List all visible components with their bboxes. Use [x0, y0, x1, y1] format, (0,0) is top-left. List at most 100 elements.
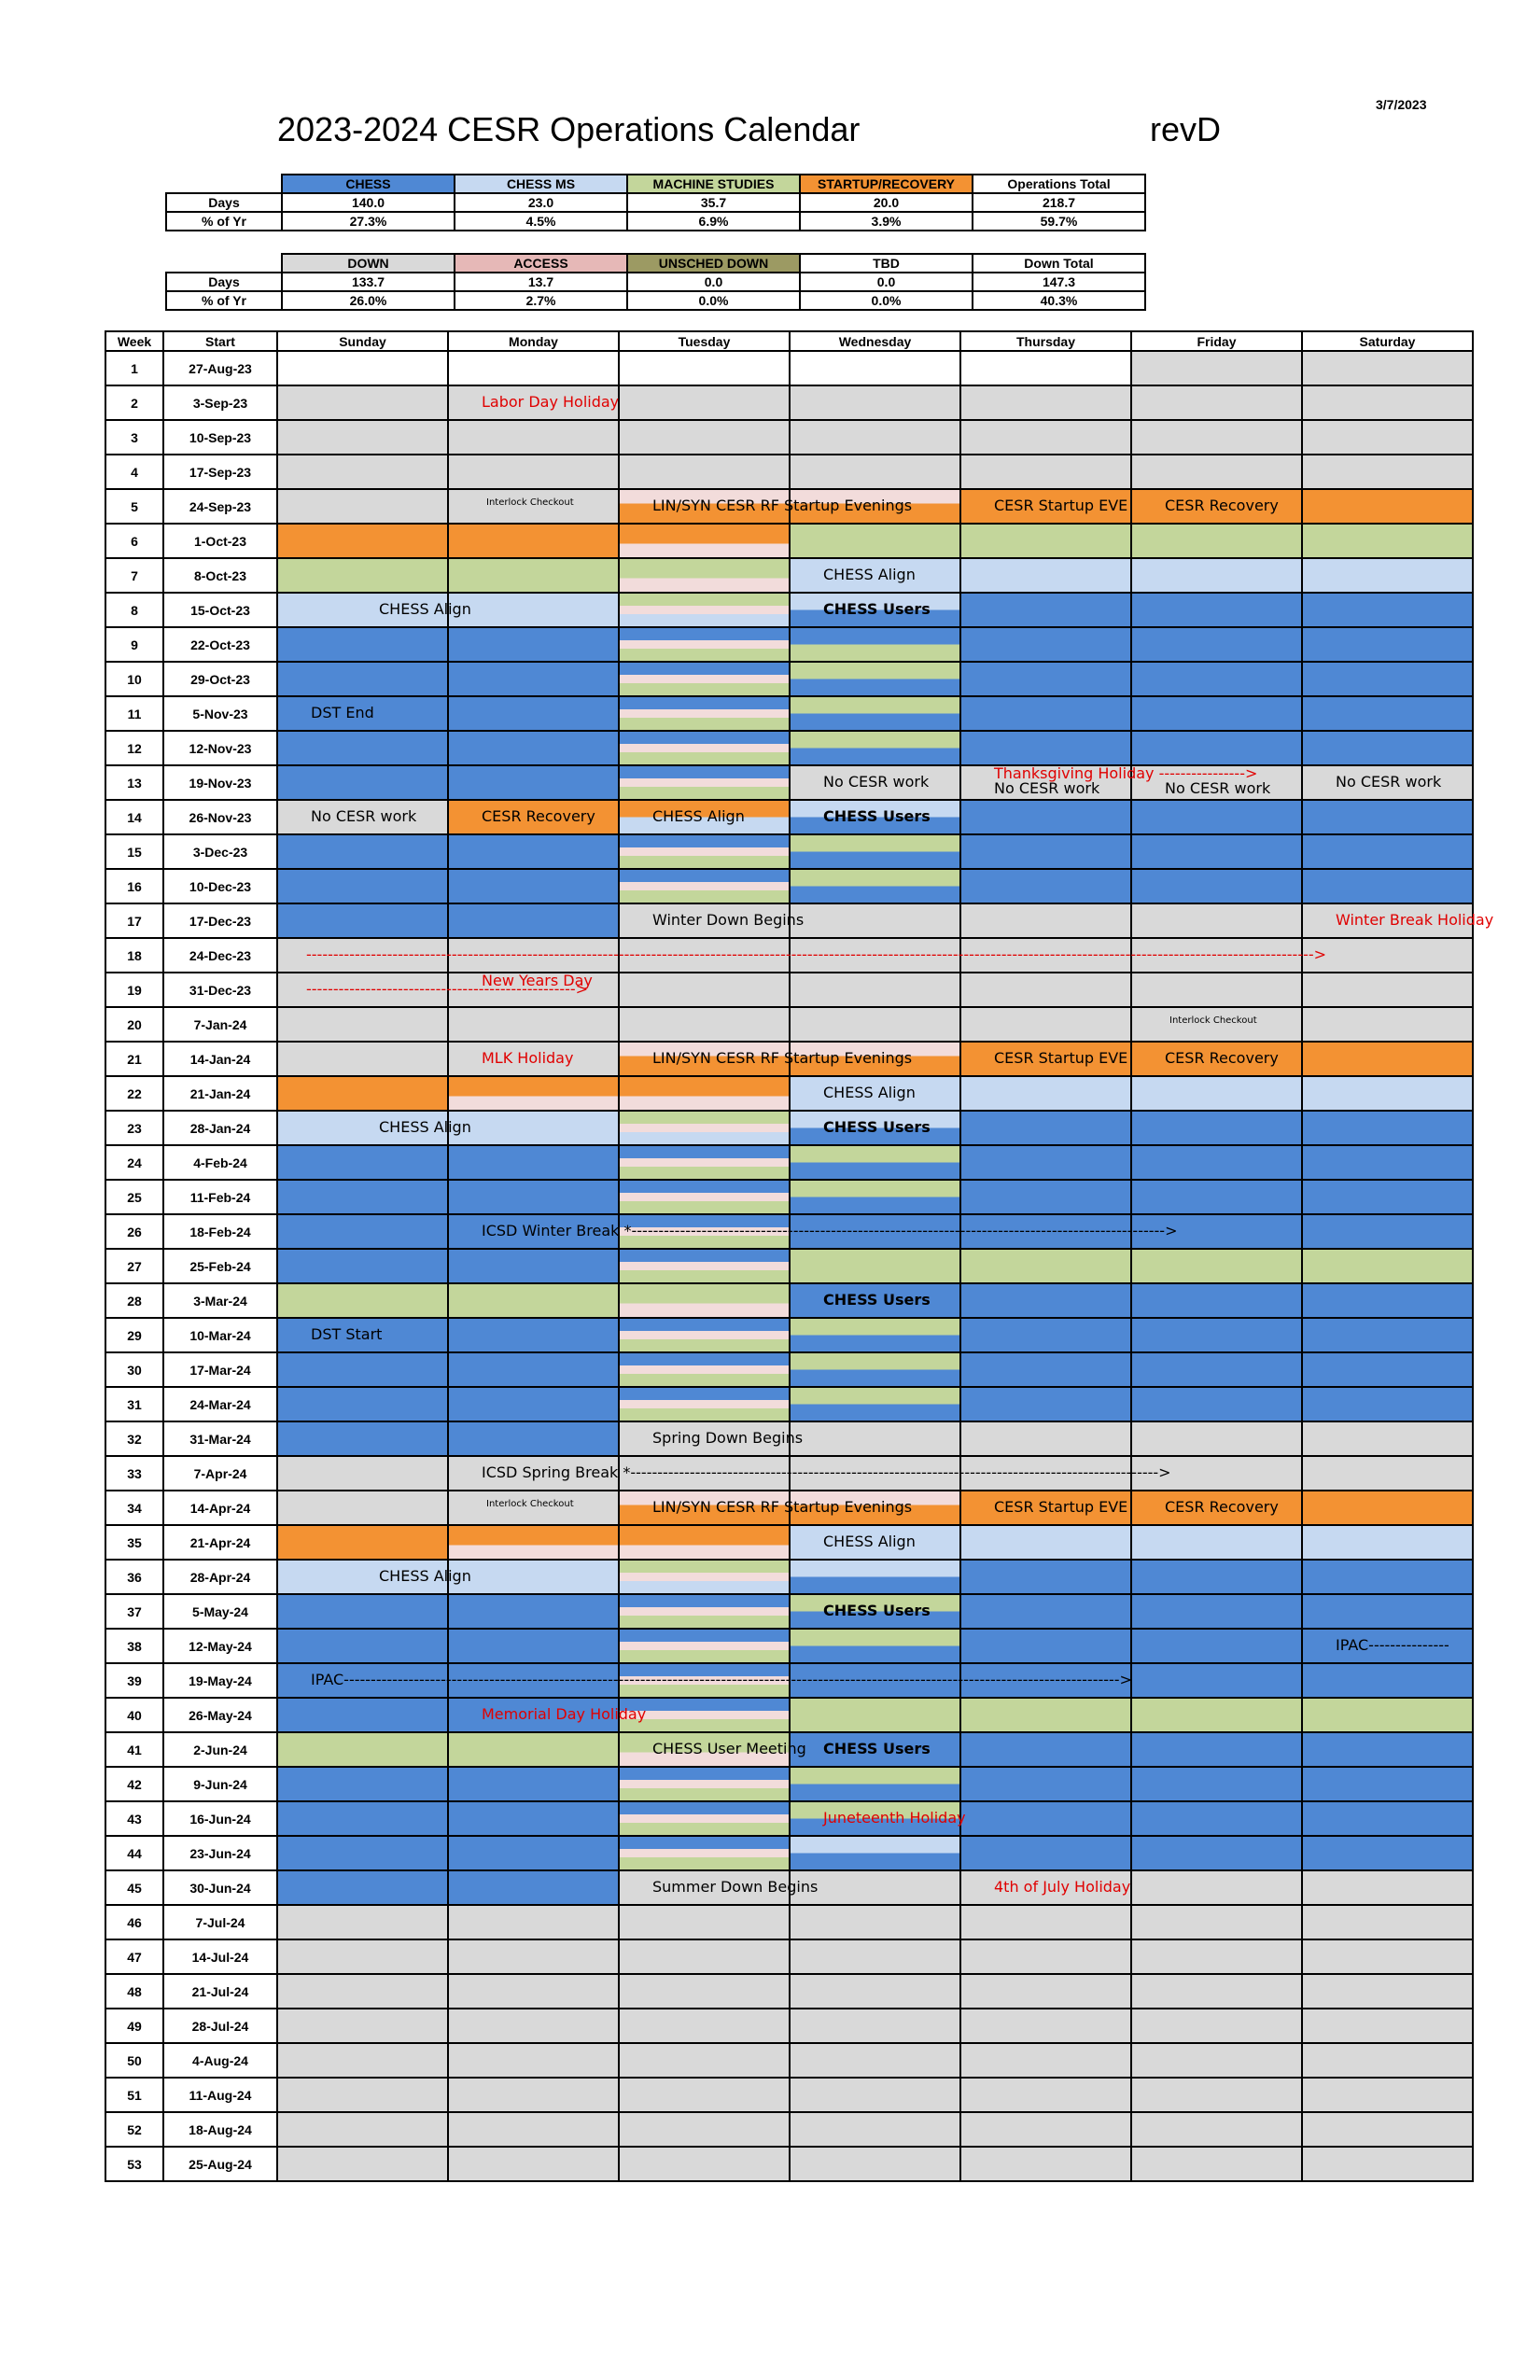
week-start-date: 17-Sep-23	[162, 454, 278, 490]
day-cell	[959, 626, 1132, 663]
day-cell	[1130, 454, 1303, 490]
day-cell	[1130, 2077, 1303, 2113]
day-cell	[276, 1524, 449, 1561]
day-cell	[618, 592, 791, 628]
day-cell	[1130, 1248, 1303, 1284]
day-cell	[447, 1421, 620, 1457]
summary-value: 13.7	[454, 272, 628, 292]
day-cell	[618, 454, 791, 490]
calendar-week-row: 17 17-Dec-23 Winter Down Begins Winter Brea…	[105, 903, 1493, 939]
week-start-date: 30-Jun-24	[162, 1869, 278, 1906]
day-cell	[1301, 1731, 1474, 1768]
summary-value: 0.0%	[799, 290, 973, 311]
calendar-note: CESR Recovery	[1165, 1498, 1279, 1516]
week-number: 38	[105, 1628, 164, 1664]
day-cell	[959, 1213, 1132, 1250]
summary-value: 3.9%	[799, 211, 973, 231]
summary-value: 2.7%	[454, 290, 628, 311]
week-number: 1	[105, 350, 164, 386]
week-start-date: 24-Sep-23	[162, 488, 278, 525]
day-cell	[447, 1869, 620, 1906]
day-cell	[618, 1628, 791, 1664]
calendar-header: Thursday	[959, 330, 1132, 352]
week-start-date: 12-Nov-23	[162, 730, 278, 766]
day-cell: CHESS Users	[789, 1593, 961, 1630]
week-start-date: 19-May-24	[162, 1662, 278, 1699]
week-number: 21	[105, 1041, 164, 1077]
calendar-note: LIN/SYN CESR RF Startup Evenings	[652, 1049, 913, 1067]
day-cell	[276, 419, 449, 455]
day-cell	[959, 799, 1132, 835]
day-cell	[276, 730, 449, 766]
day-cell	[959, 1835, 1132, 1871]
week-start-date: 25-Feb-24	[162, 1248, 278, 1284]
calendar-week-row: 34 14-Apr-24 Interlock Checkout LIN/SYN CES…	[105, 1490, 1474, 1526]
calendar-week-row: 9 22-Oct-23	[105, 626, 1474, 663]
day-cell	[618, 695, 791, 732]
day-cell	[789, 385, 961, 421]
day-cell: No CESR work	[1130, 764, 1303, 801]
week-start-date: 5-May-24	[162, 1593, 278, 1630]
day-cell	[276, 1006, 449, 1043]
day-cell	[447, 454, 620, 490]
calendar-note: Winter Down Begins	[652, 911, 805, 929]
week-start-date: 28-Jul-24	[162, 2008, 278, 2044]
day-cell	[447, 1006, 620, 1043]
day-cell	[789, 1490, 961, 1526]
week-start-date: 28-Jan-24	[162, 1110, 278, 1146]
day-cell	[618, 1179, 791, 1215]
day-cell	[276, 1835, 449, 1871]
week-start-date: 14-Jan-24	[162, 1041, 278, 1077]
summary-value: 0.0%	[626, 290, 801, 311]
blank-cell	[166, 254, 282, 273]
day-cell	[618, 1662, 791, 1699]
week-start-date: 31-Mar-24	[162, 1421, 278, 1457]
day-cell	[1301, 1559, 1474, 1595]
summary-header: CHESS	[281, 174, 455, 194]
day-cell	[1130, 1766, 1303, 1802]
day-cell	[1301, 557, 1474, 594]
day-cell	[1301, 833, 1474, 870]
day-cell	[789, 1386, 961, 1422]
day-cell	[1301, 1006, 1474, 1043]
day-cell	[959, 1524, 1132, 1561]
week-start-date: 16-Jun-24	[162, 1800, 278, 1837]
day-cell	[789, 488, 961, 525]
day-cell	[1130, 730, 1303, 766]
day-cell	[789, 1904, 961, 1940]
day-cell	[789, 350, 961, 386]
day-cell	[789, 1697, 961, 1733]
week-start-date: 25-Aug-24	[162, 2146, 278, 2182]
day-cell: CESR Recovery	[1130, 1041, 1303, 1077]
week-start-date: 7-Jul-24	[162, 1904, 278, 1940]
day-cell	[618, 1697, 791, 1733]
day-cell: CESR Startup EVE	[959, 488, 1132, 525]
day-cell	[447, 557, 620, 594]
week-start-date: 29-Oct-23	[162, 661, 278, 697]
day-cell	[1301, 2146, 1474, 2182]
summary-value: 133.7	[281, 272, 455, 292]
day-cell	[447, 937, 620, 973]
day-cell	[1130, 1800, 1303, 1837]
day-cell: LIN/SYN CESR RF Startup Evenings	[618, 1041, 912, 1077]
day-cell: CHESS Align	[276, 1110, 471, 1146]
day-cell	[959, 1559, 1132, 1595]
day-cell	[276, 1973, 449, 2009]
week-number: 37	[105, 1593, 164, 1630]
day-cell	[618, 385, 791, 421]
day-cell	[959, 1110, 1132, 1146]
summary-value: 0.0	[626, 272, 801, 292]
day-cell	[1130, 1179, 1303, 1215]
day-cell	[1301, 1317, 1474, 1353]
day-cell: CESR Startup EVE	[959, 1490, 1132, 1526]
day-cell	[447, 1317, 620, 1353]
day-cell	[618, 868, 791, 904]
day-cell	[447, 1628, 620, 1664]
week-start-date: 7-Jan-24	[162, 1006, 278, 1043]
day-cell	[1301, 1662, 1474, 1699]
day-cell	[276, 626, 449, 663]
day-cell	[1301, 1075, 1474, 1112]
day-cell: ----------------------------------------…	[276, 972, 588, 1008]
week-start-date: 11-Aug-24	[162, 2077, 278, 2113]
day-cell	[1130, 1939, 1303, 1975]
